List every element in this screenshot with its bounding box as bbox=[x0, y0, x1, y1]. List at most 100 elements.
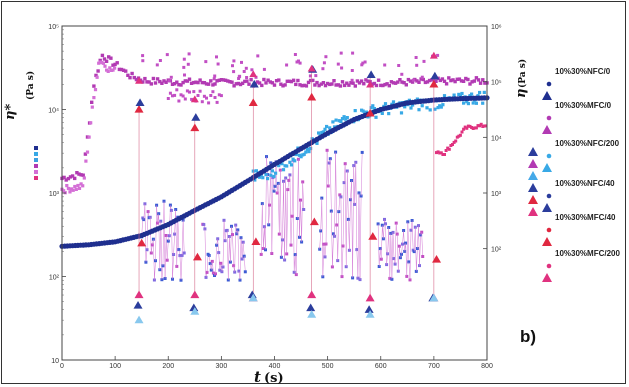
mfc0-point bbox=[94, 73, 98, 78]
mfc-dip-point bbox=[219, 94, 223, 98]
nfc200-point bbox=[345, 116, 349, 120]
x-label-unit: (s) bbox=[264, 371, 284, 386]
mfc0-point bbox=[283, 83, 287, 87]
mfc200-point bbox=[93, 88, 98, 92]
oscillation-line bbox=[332, 233, 334, 267]
nfc200-point bbox=[478, 90, 482, 95]
mfc-dip-point bbox=[166, 97, 170, 100]
mfc0-point bbox=[236, 81, 241, 86]
nfc200-point bbox=[364, 110, 368, 114]
mfc0-point bbox=[357, 81, 362, 85]
mfc200-point bbox=[479, 122, 483, 126]
mfc0-point bbox=[257, 81, 262, 85]
mfc-dip-point bbox=[171, 94, 174, 98]
oscillation-point bbox=[298, 235, 301, 239]
oscillation-line bbox=[406, 221, 409, 277]
oscillation-point bbox=[211, 271, 215, 275]
y-right-label-var: η bbox=[514, 89, 529, 98]
oscillation-line bbox=[360, 152, 363, 197]
mfc0-point bbox=[349, 81, 353, 85]
mfc-scatter-point bbox=[158, 59, 162, 62]
nfc200-point bbox=[266, 177, 270, 181]
nfc200-point bbox=[471, 101, 475, 105]
oscillation-point bbox=[378, 247, 382, 251]
mfc200-point bbox=[466, 124, 470, 128]
mfc0-point bbox=[62, 175, 66, 180]
nfc40-peak bbox=[249, 79, 259, 88]
mfc0-point bbox=[481, 78, 485, 82]
mfc200-point bbox=[68, 190, 72, 194]
mfc0-point bbox=[419, 77, 423, 81]
nfc200-point bbox=[304, 150, 308, 154]
mfc-scatter-point bbox=[232, 70, 236, 74]
legend-marker-triangle bbox=[542, 273, 552, 282]
mfc0-point bbox=[404, 83, 408, 87]
mfc0-point bbox=[402, 81, 406, 85]
mfc0-point bbox=[170, 82, 175, 86]
mfc40-mid bbox=[432, 254, 442, 263]
left-strip-marker bbox=[34, 158, 38, 162]
mfc0-point bbox=[147, 80, 151, 84]
mfc0-point bbox=[100, 53, 105, 58]
oscillation-line bbox=[337, 211, 340, 261]
x-tick-label: 0 bbox=[60, 363, 64, 370]
legend-marker-triangle bbox=[542, 163, 552, 172]
oscillation-point bbox=[386, 252, 390, 256]
oscillation-point bbox=[384, 222, 387, 226]
oscillation-line bbox=[413, 227, 416, 252]
mfc0-point bbox=[260, 83, 264, 88]
oscillation-line bbox=[390, 233, 393, 280]
mfc0-point bbox=[226, 79, 230, 83]
oscillation-line bbox=[262, 203, 264, 249]
oscillation-line bbox=[290, 216, 293, 246]
mfc-scatter-point bbox=[237, 75, 241, 79]
oscillation-line bbox=[300, 200, 302, 243]
nfc200-point bbox=[340, 117, 345, 121]
mfc-dip-point bbox=[196, 94, 200, 97]
mfc0-point bbox=[115, 61, 119, 65]
oscillation-line bbox=[326, 150, 329, 187]
oscillation-line bbox=[272, 177, 275, 192]
nfc200-point bbox=[264, 173, 268, 177]
nfc200-point bbox=[409, 106, 413, 110]
oscillation-line bbox=[260, 203, 263, 255]
oscillation-line bbox=[387, 227, 389, 254]
mfc200-point bbox=[458, 133, 462, 137]
mfc0-point bbox=[317, 83, 321, 88]
nfc200-point bbox=[380, 111, 384, 115]
mfc200-point bbox=[85, 150, 90, 154]
oscillation-line bbox=[403, 230, 405, 252]
mfc200-point bbox=[476, 124, 480, 128]
mfc0-point bbox=[64, 178, 68, 182]
oscillation-line bbox=[351, 180, 353, 278]
nfc200-point bbox=[371, 104, 375, 108]
left-strip-marker bbox=[34, 146, 38, 150]
oscillation-point bbox=[221, 265, 225, 269]
mfc0-point bbox=[302, 83, 306, 88]
oscillation-point bbox=[269, 161, 273, 165]
oscillation-point bbox=[406, 220, 410, 224]
oscillation-line bbox=[394, 223, 397, 265]
mfc200-peak bbox=[249, 70, 258, 78]
oscillation-line bbox=[401, 244, 403, 255]
panel-label: b) bbox=[520, 327, 536, 346]
oscillation-line bbox=[396, 234, 399, 272]
nfc40-peak bbox=[430, 71, 440, 80]
oscillation-line bbox=[345, 171, 348, 267]
y-right-tick-label: 10⁶ bbox=[491, 24, 502, 31]
nfc200-point bbox=[462, 101, 466, 105]
mfc0-point bbox=[434, 79, 438, 83]
mfc0-point bbox=[442, 79, 447, 83]
mfc0-point bbox=[149, 82, 153, 86]
oscillation-point bbox=[394, 221, 398, 225]
mfc40-peak bbox=[190, 123, 200, 132]
nfc200-point bbox=[315, 141, 319, 145]
mfc200-point bbox=[89, 121, 93, 125]
mfc0-point bbox=[457, 77, 462, 81]
oscillation-line bbox=[181, 220, 184, 256]
mfc200-point bbox=[482, 124, 486, 128]
oscillation-point bbox=[222, 218, 226, 222]
nfc200-point bbox=[415, 97, 419, 101]
nfc200-point bbox=[391, 100, 396, 104]
nfc200-point bbox=[439, 105, 443, 109]
